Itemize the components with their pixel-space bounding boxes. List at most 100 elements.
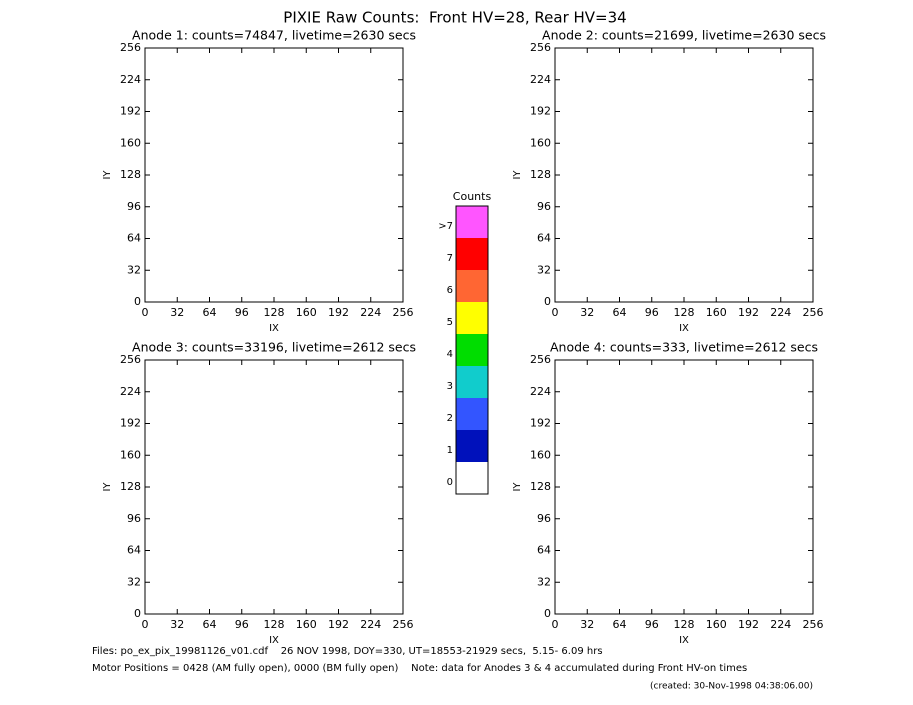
colorbar-frame (455, 205, 489, 495)
y-axis-label: IY (102, 170, 113, 180)
x-tick-label: 256 (803, 306, 824, 319)
color-swatch (456, 430, 488, 462)
x-tick-label: 128 (674, 306, 695, 319)
y-tick-label: 64 (127, 232, 141, 245)
x-tick-label: 32 (170, 306, 184, 319)
colorbar-label: 4 (447, 349, 453, 360)
x-tick-label: 224 (360, 306, 381, 319)
y-tick-label: 192 (120, 105, 141, 118)
x-tick-label: 224 (770, 618, 791, 631)
x-tick-label: 128 (264, 618, 285, 631)
x-tick-label: 160 (706, 306, 727, 319)
panel-title: Anode 1: counts=74847, livetime=2630 sec… (132, 28, 416, 43)
y-tick-label: 0 (134, 295, 141, 308)
x-tick-label: 0 (552, 306, 559, 319)
panel-title: Anode 2: counts=21699, livetime=2630 sec… (542, 28, 826, 43)
y-tick-label: 64 (537, 232, 551, 245)
x-tick-label: 64 (613, 618, 627, 631)
colorbar-label: 3 (447, 381, 453, 392)
y-tick-label: 224 (530, 73, 551, 86)
y-tick-label: 256 (120, 41, 141, 54)
colorbar-label: 0 (447, 477, 453, 488)
colorbar-label: 6 (447, 285, 453, 296)
x-tick-label: 32 (170, 618, 184, 631)
x-axis-label: IX (269, 323, 279, 334)
y-tick-label: 256 (120, 353, 141, 366)
y-tick-label: 96 (537, 200, 551, 213)
colorbar-label: 7 (447, 253, 453, 264)
plot-area (554, 47, 814, 303)
x-tick-label: 128 (264, 306, 285, 319)
x-tick-label: 192 (328, 618, 349, 631)
y-tick-label: 64 (127, 544, 141, 557)
y-tick-label: 0 (544, 295, 551, 308)
y-axis-label: IY (102, 482, 113, 492)
colorbar-label: 2 (447, 413, 453, 424)
y-tick-label: 96 (127, 512, 141, 525)
y-tick-label: 0 (134, 607, 141, 620)
x-tick-label: 128 (674, 618, 695, 631)
y-tick-label: 192 (530, 417, 551, 430)
y-tick-label: 128 (120, 480, 141, 493)
x-tick-label: 192 (738, 306, 759, 319)
x-tick-label: 32 (580, 306, 594, 319)
footer-line: Files: po_ex_pix_19981126_v01.cdf 26 NOV… (92, 646, 603, 657)
y-tick-label: 0 (544, 607, 551, 620)
x-axis-label: IX (269, 635, 279, 646)
footer-line: (created: 30-Nov-1998 04:38:06.00) (650, 682, 813, 692)
x-axis-label: IX (679, 635, 689, 646)
y-tick-label: 192 (530, 105, 551, 118)
y-tick-label: 128 (530, 168, 551, 181)
x-tick-label: 192 (328, 306, 349, 319)
x-axis-label: IX (679, 323, 689, 334)
plot-area (144, 359, 404, 615)
x-tick-label: 96 (235, 618, 249, 631)
y-tick-label: 32 (537, 263, 551, 276)
x-tick-label: 0 (142, 306, 149, 319)
y-tick-label: 224 (530, 385, 551, 398)
y-tick-label: 128 (530, 480, 551, 493)
y-tick-label: 32 (537, 575, 551, 588)
y-axis-label: IY (512, 482, 523, 492)
y-tick-label: 32 (127, 263, 141, 276)
panel-title: Anode 3: counts=33196, livetime=2612 sec… (132, 340, 416, 355)
color-swatch (456, 462, 488, 494)
colorbar-label: >7 (438, 221, 453, 232)
color-swatch (456, 238, 488, 270)
x-tick-label: 96 (645, 306, 659, 319)
x-tick-label: 192 (738, 618, 759, 631)
panel-title: Anode 4: counts=333, livetime=2612 secs (550, 340, 818, 355)
y-tick-label: 256 (530, 41, 551, 54)
colorbar-label: 1 (447, 445, 453, 456)
figure-title: PIXIE Raw Counts: Front HV=28, Rear HV=3… (283, 9, 626, 27)
plot-area (144, 47, 404, 303)
x-tick-label: 224 (360, 618, 381, 631)
color-swatch (456, 302, 488, 334)
y-tick-label: 32 (127, 575, 141, 588)
x-tick-label: 0 (552, 618, 559, 631)
color-swatch (456, 270, 488, 302)
y-tick-label: 64 (537, 544, 551, 557)
color-swatch (456, 366, 488, 398)
x-tick-label: 256 (803, 618, 824, 631)
y-tick-label: 160 (120, 448, 141, 461)
y-tick-label: 160 (530, 136, 551, 149)
color-swatch (456, 206, 488, 238)
x-tick-label: 64 (203, 618, 217, 631)
y-axis-label: IY (512, 170, 523, 180)
x-tick-label: 96 (235, 306, 249, 319)
x-tick-label: 32 (580, 618, 594, 631)
color-swatch (456, 334, 488, 366)
x-tick-label: 160 (296, 306, 317, 319)
x-tick-label: 0 (142, 618, 149, 631)
colorbar-title: Counts (453, 190, 492, 203)
y-tick-label: 128 (120, 168, 141, 181)
y-tick-label: 224 (120, 385, 141, 398)
y-tick-label: 160 (120, 136, 141, 149)
footer-line: Motor Positions = 0428 (AM fully open), … (92, 663, 747, 674)
plot-area (554, 359, 814, 615)
x-tick-label: 256 (393, 306, 414, 319)
y-tick-label: 96 (127, 200, 141, 213)
colorbar-label: 5 (447, 317, 453, 328)
